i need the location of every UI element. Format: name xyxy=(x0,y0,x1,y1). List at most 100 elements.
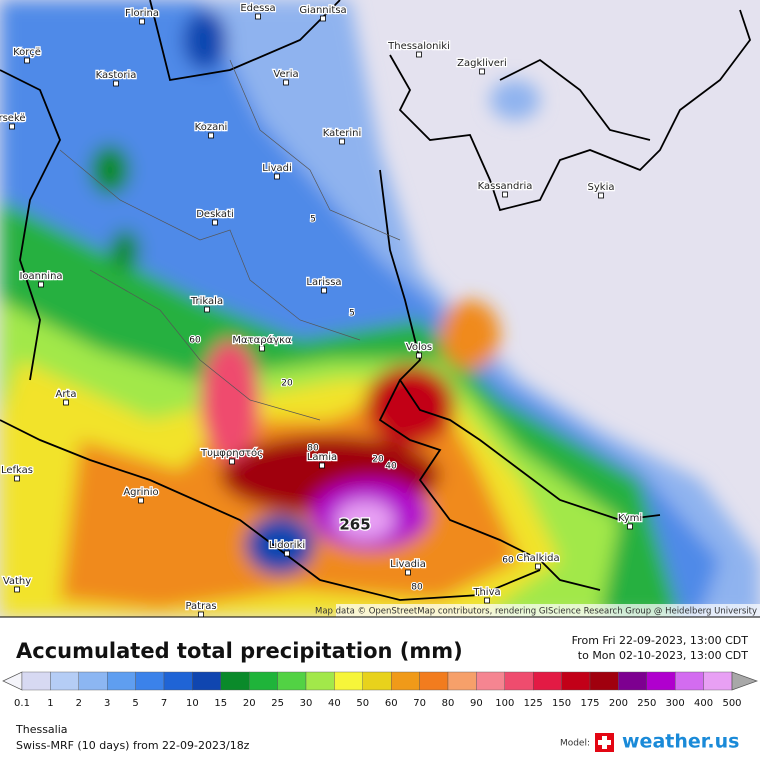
scale-box xyxy=(106,671,136,691)
scale-level: 7 xyxy=(161,698,167,709)
scale-level: 30 xyxy=(300,698,313,709)
city-label: Lamia xyxy=(307,452,337,463)
city-label: Zagkliveri xyxy=(457,58,507,69)
city-label: Ματαράγκα xyxy=(232,334,292,346)
scale-box xyxy=(192,671,221,691)
city-label: Giannitsa xyxy=(299,5,346,16)
swiss-flag xyxy=(595,733,614,752)
city-marker xyxy=(319,462,325,469)
city-label: Patras xyxy=(185,601,216,612)
precip-map: Florina Edessa Giannitsa Korçë Thessaloniki K… xyxy=(0,0,760,617)
city-label: Katerini xyxy=(323,128,362,139)
period-from: From Fri 22-09-2023, 13:00 CDT xyxy=(572,634,749,647)
scale-box xyxy=(277,671,307,691)
color-scale: 0.1 1 2 3 5 7 10 15 20 25 30 40 50 60 70 80 90 100 125 150 1… xyxy=(2,671,759,709)
scale-level: 15 xyxy=(214,698,227,709)
city-marker xyxy=(484,597,490,604)
city-marker xyxy=(405,569,411,576)
city-label: Kozani xyxy=(195,122,228,133)
scale-box xyxy=(675,671,704,691)
period-to: to Mon 02-10-2023, 13:00 CDT xyxy=(578,649,748,662)
city-label: Kastoria xyxy=(96,70,137,81)
scale-box xyxy=(220,671,250,691)
city-label: rsekë xyxy=(0,113,26,124)
scale-level: 60 xyxy=(385,698,398,709)
scale-box xyxy=(362,671,392,691)
city-marker xyxy=(139,18,145,25)
contour-label: 80 xyxy=(411,583,423,593)
attribution: Map data © OpenStreetMap contributors, r… xyxy=(315,607,757,617)
scale-level: 200 xyxy=(609,698,628,709)
city-marker xyxy=(63,399,69,406)
contour-label: 60 xyxy=(189,336,201,346)
city-label: Thessaloniki xyxy=(387,41,450,52)
scale-box xyxy=(50,671,80,691)
city-marker xyxy=(204,306,210,313)
scale-level: 70 xyxy=(413,698,426,709)
legend-title: Accumulated total precipitation (mm) xyxy=(16,639,463,663)
scale-box xyxy=(135,671,165,691)
scale-level: 20 xyxy=(243,698,256,709)
scale-box xyxy=(703,671,733,691)
brand[interactable]: weather.us xyxy=(622,731,739,753)
contour-label: 5 xyxy=(310,215,316,225)
scale-box xyxy=(447,671,477,691)
scale-level: 10 xyxy=(186,698,199,709)
city-marker xyxy=(284,550,290,557)
city-label: Agrinio xyxy=(123,487,158,498)
region: Thessalia xyxy=(15,723,68,736)
city-label: Ioannina xyxy=(19,271,62,282)
scale-box xyxy=(248,671,278,691)
city-marker xyxy=(259,345,265,352)
city-label: Livadia xyxy=(390,559,426,570)
contour-label: 80 xyxy=(307,444,319,454)
scale-box xyxy=(646,671,676,691)
city-label: Τυμφρηστός xyxy=(200,447,263,459)
scale-level: 175 xyxy=(580,698,599,709)
city-marker xyxy=(479,68,485,75)
scale-level: 500 xyxy=(722,698,741,709)
scale-level: 125 xyxy=(524,698,543,709)
scale-box xyxy=(305,671,335,691)
scale-level: 90 xyxy=(470,698,483,709)
contour-label: 20 xyxy=(281,379,293,389)
scale-level: 5 xyxy=(132,698,138,709)
scale-level: 300 xyxy=(666,698,685,709)
scale-box xyxy=(78,671,108,691)
city-marker xyxy=(339,138,345,145)
contour-label: 5 xyxy=(349,309,355,319)
city-marker xyxy=(14,475,20,482)
scale-level: 250 xyxy=(637,698,656,709)
scale-level: 100 xyxy=(495,698,514,709)
city-label: Volos xyxy=(406,342,432,353)
city-label: Florina xyxy=(125,8,159,19)
scale-level: 0.1 xyxy=(14,698,30,709)
city-marker xyxy=(502,191,508,198)
city-marker xyxy=(598,192,604,199)
city-label: Lefkas xyxy=(1,465,33,476)
city-marker xyxy=(627,523,633,530)
scale-level: 400 xyxy=(694,698,713,709)
city-marker xyxy=(274,173,280,180)
city-label: Deskati xyxy=(196,209,234,220)
model-label: Model: xyxy=(560,739,590,749)
city-marker xyxy=(38,281,44,288)
scale-level: 50 xyxy=(356,698,369,709)
city-marker xyxy=(198,611,204,617)
city-label: Thiva xyxy=(472,587,500,598)
contour-label: 20 xyxy=(372,455,384,465)
scale-box xyxy=(504,671,534,691)
scale-level: 40 xyxy=(328,698,341,709)
city-label: Trikala xyxy=(190,296,223,307)
max-label: 265 xyxy=(339,516,370,534)
scale-arrow-low xyxy=(2,671,23,691)
city-label: Vathy xyxy=(3,576,31,587)
city-label: Chalkida xyxy=(516,553,559,564)
scale-level: 3 xyxy=(104,698,110,709)
scale-level: 2 xyxy=(76,698,82,709)
scale-box xyxy=(533,671,562,691)
city-marker xyxy=(320,15,326,22)
scale-box xyxy=(561,671,591,691)
city-marker xyxy=(9,123,15,130)
